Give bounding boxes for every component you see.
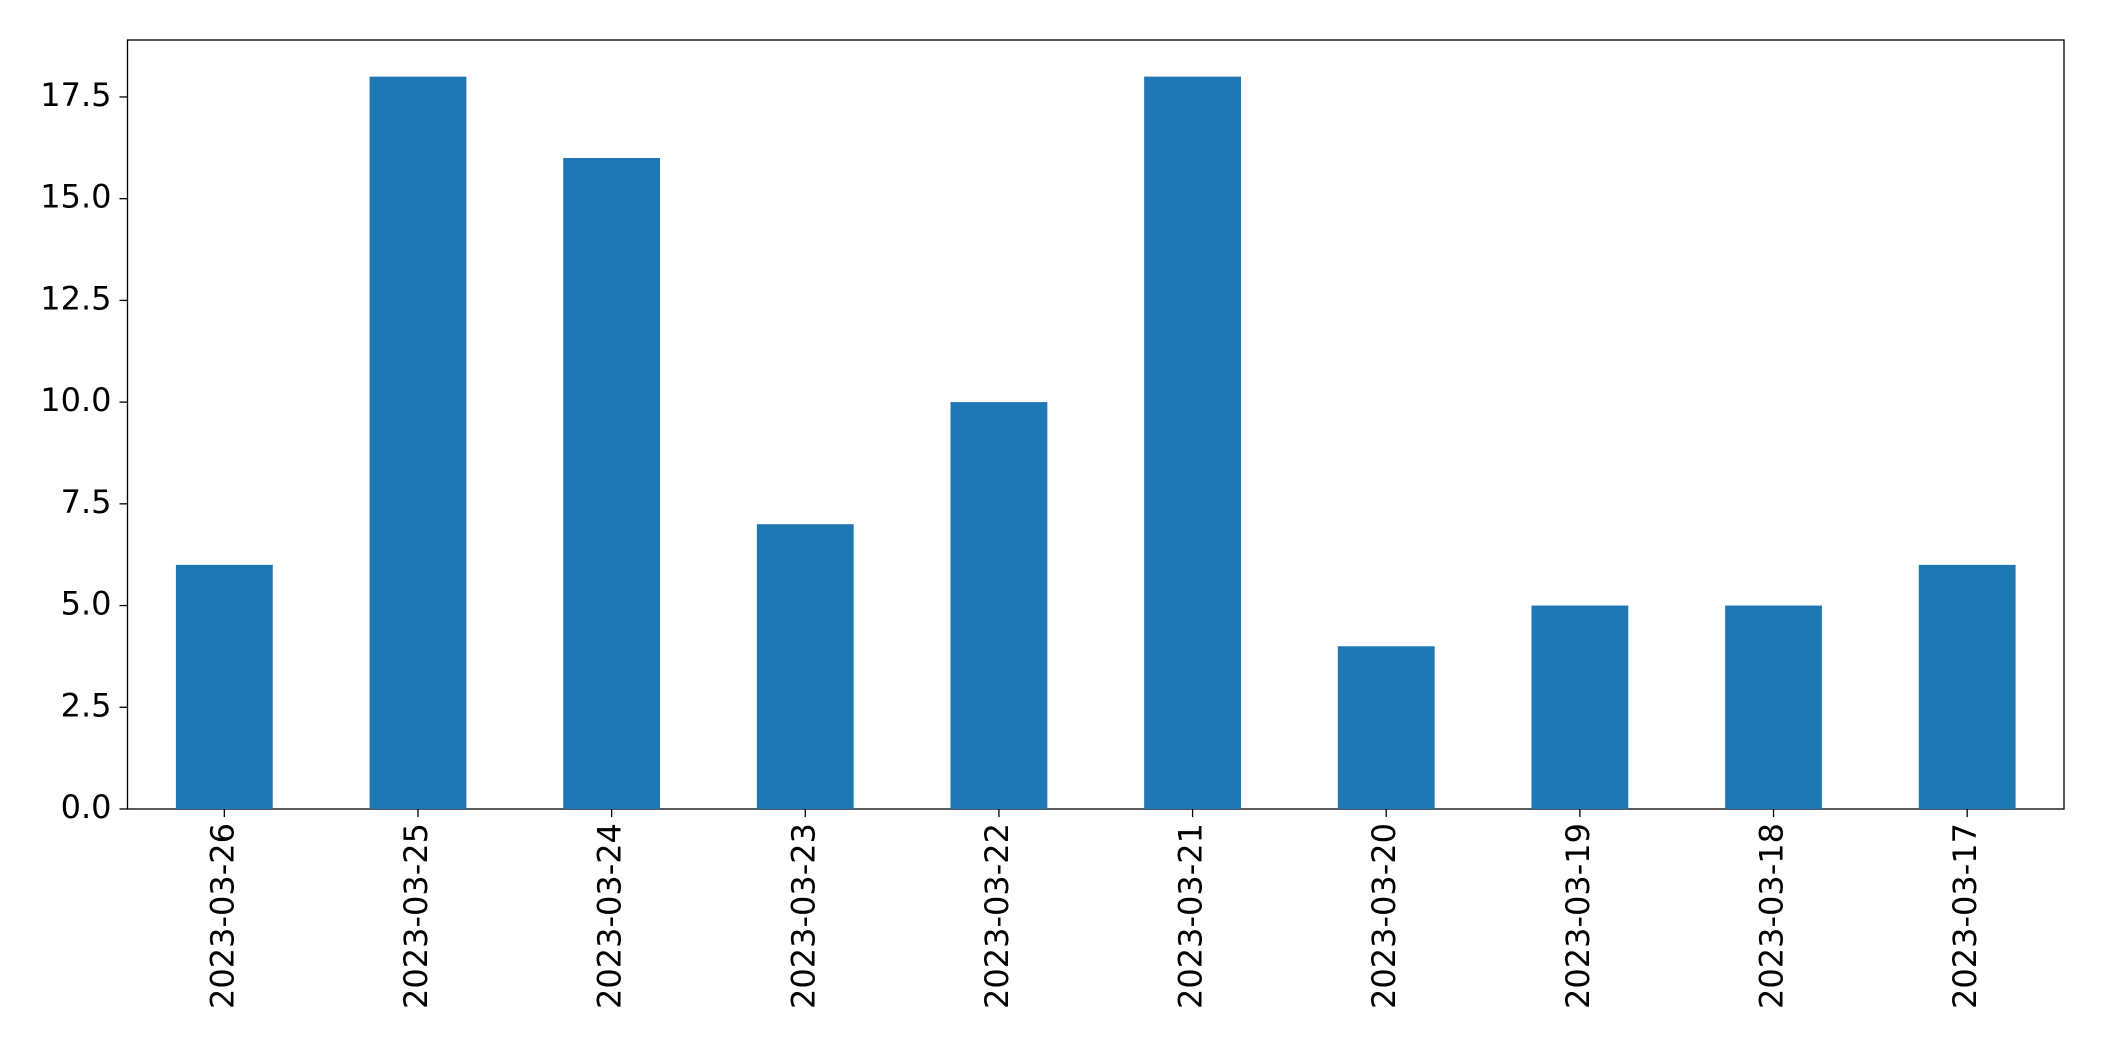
y-tick-label: 0.0: [61, 788, 112, 826]
y-tick-label: 15.0: [40, 178, 111, 216]
y-tick-label: 10.0: [40, 381, 111, 419]
bar: [1725, 605, 1822, 809]
x-tick-label: 2023-03-22: [978, 823, 1016, 1009]
x-tick-label: 2023-03-19: [1559, 823, 1597, 1009]
y-tick-label: 7.5: [61, 483, 112, 521]
y-tick-label: 17.5: [40, 76, 111, 114]
x-tick-label: 2023-03-25: [397, 823, 435, 1009]
y-tick-label: 2.5: [61, 686, 112, 724]
y-tick-label: 5.0: [61, 585, 112, 623]
bar: [175, 564, 273, 809]
x-tick-label: 2023-03-17: [1946, 823, 1984, 1009]
bar: [1337, 646, 1435, 809]
x-tick-label: 2023-03-23: [784, 823, 822, 1009]
x-tick-label: 2023-03-24: [591, 823, 629, 1009]
plot-frame: [126, 39, 2065, 810]
x-tick-label: 2023-03-26: [203, 823, 241, 1009]
bar: [950, 402, 1048, 809]
bar: [1918, 564, 2016, 809]
x-tick-label: 2023-03-18: [1753, 823, 1791, 1009]
bar: [369, 76, 467, 810]
y-tick-label: 12.5: [40, 279, 111, 317]
bar: [1144, 76, 1241, 810]
x-tick-label: 2023-03-21: [1172, 823, 1210, 1009]
bar: [1531, 605, 1629, 809]
bar: [756, 524, 854, 809]
bar: [563, 157, 661, 810]
x-tick-label: 2023-03-20: [1365, 823, 1403, 1009]
